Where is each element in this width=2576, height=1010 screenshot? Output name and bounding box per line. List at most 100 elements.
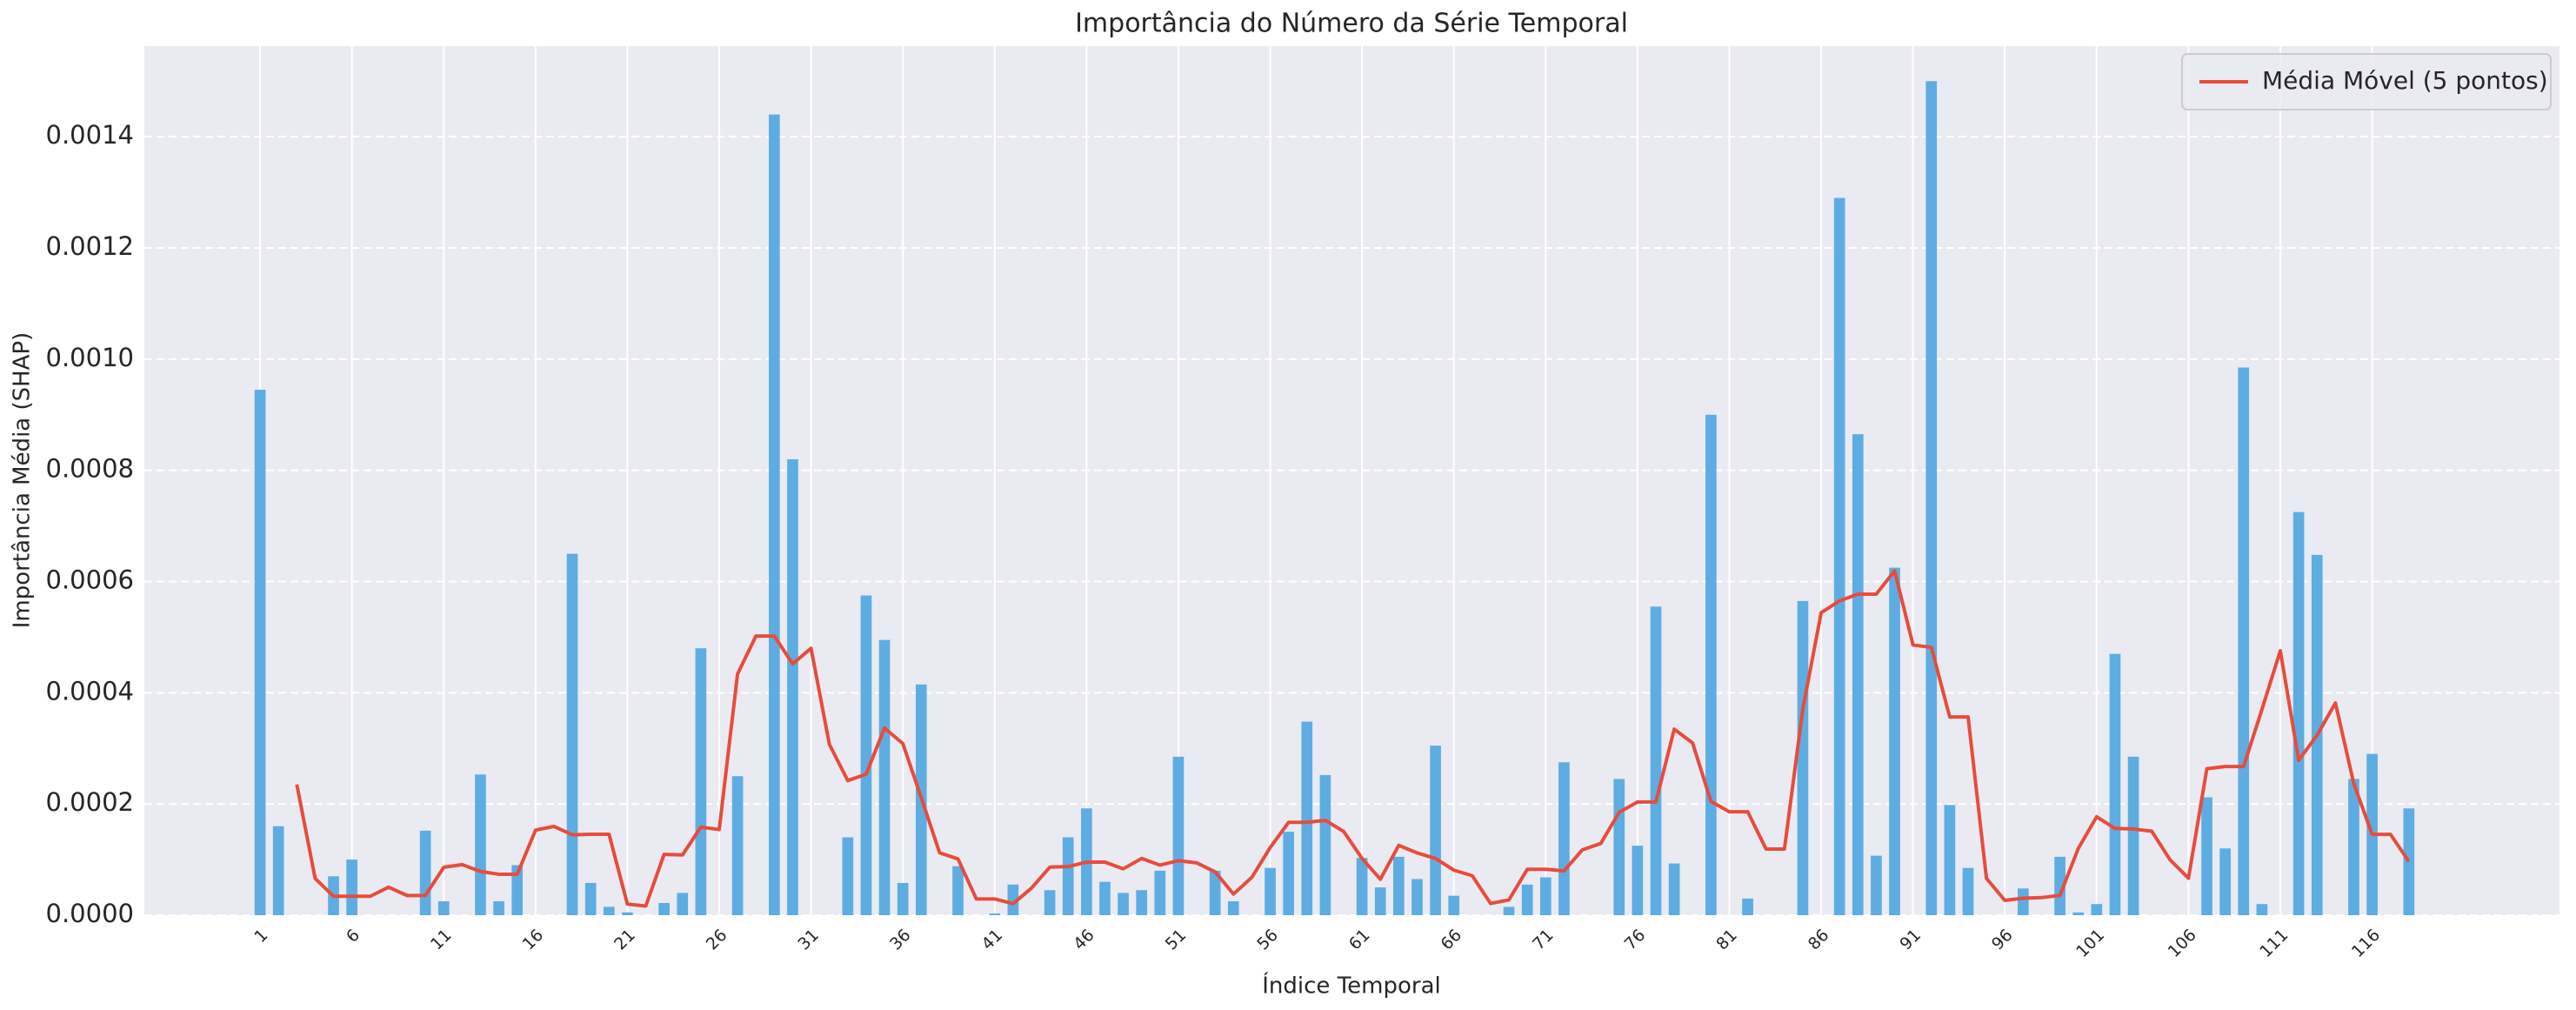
y-tick-label: 0.0006 (46, 565, 134, 595)
x-tick-label: 46 (1070, 926, 1098, 954)
bar (1852, 434, 1864, 916)
bar (1356, 858, 1368, 915)
bar (1209, 870, 1221, 915)
bar (1319, 774, 1331, 915)
y-tick-label: 0.0008 (46, 454, 134, 484)
bar (1925, 81, 1938, 916)
bar (1944, 805, 1956, 915)
bar (622, 912, 633, 915)
bar (878, 639, 891, 915)
bar (1539, 877, 1552, 915)
x-tick-label: 61 (1345, 926, 1374, 954)
bar (1650, 606, 1662, 915)
x-tick-label: 56 (1253, 926, 1282, 954)
bar (511, 865, 524, 915)
bar (2292, 512, 2305, 915)
bar (2256, 904, 2268, 915)
x-tick-label: 106 (2165, 926, 2200, 961)
bar (1705, 414, 1717, 915)
bar (1411, 879, 1423, 915)
chart-title: Importância do Número da Série Temporal (1075, 9, 1628, 39)
bar (1430, 746, 1441, 915)
bar (603, 906, 615, 915)
bar (2054, 856, 2065, 915)
x-tick-label: 116 (2348, 926, 2384, 961)
x-tick-label: 11 (427, 926, 456, 954)
bar (695, 648, 707, 915)
bar (2018, 888, 2029, 915)
bar (989, 913, 1001, 915)
y-tick-label: 0.0014 (46, 120, 134, 150)
bar (1099, 881, 1111, 915)
bar (1007, 884, 1019, 915)
x-tick-label: 41 (978, 926, 1007, 954)
bar (1833, 197, 1845, 915)
legend: Média Móvel (5 pontos) (2181, 53, 2552, 110)
bar (1172, 756, 1185, 915)
legend-box (2181, 53, 2552, 110)
bar (1521, 884, 1533, 915)
x-tick-label: 86 (1805, 926, 1833, 954)
x-tick-label: 36 (886, 926, 915, 954)
x-tick-label: 21 (611, 926, 639, 954)
bar (1503, 906, 1515, 915)
bar (1797, 600, 1809, 915)
bar (1062, 837, 1074, 915)
bar (677, 893, 689, 915)
x-tick-label: 71 (1529, 926, 1558, 954)
bar (842, 837, 854, 915)
bar (731, 776, 744, 915)
bar (1742, 898, 1753, 915)
bar (1393, 856, 1405, 915)
bar (493, 901, 504, 915)
bar (952, 866, 964, 915)
x-tick-label: 111 (2256, 926, 2292, 961)
bar (1154, 870, 1166, 915)
plot-background (144, 46, 2559, 915)
bar (1374, 887, 1386, 915)
moving-average-line (295, 569, 2411, 908)
bar (419, 830, 431, 915)
y-tick-label: 0.0002 (46, 787, 134, 817)
bar (2348, 779, 2359, 915)
bar (2219, 848, 2231, 915)
bar (1558, 762, 1570, 915)
bar (1227, 901, 1239, 915)
x-axis-label: Índice Temporal (1262, 972, 1440, 1000)
x-tick-label: 6 (343, 926, 364, 946)
bar (1668, 863, 1680, 915)
legend-label: Média Móvel (5 pontos) (2262, 66, 2548, 95)
x-tick-label: 66 (1437, 926, 1465, 954)
x-tick-label: 91 (1896, 926, 1925, 954)
bar (437, 901, 450, 915)
x-tick-label: 26 (703, 926, 731, 954)
bar (1871, 855, 1882, 915)
y-tick-label: 0.0012 (46, 231, 134, 261)
x-tick-label: 96 (1988, 926, 2017, 954)
bar (1613, 779, 1625, 915)
bar (2091, 904, 2103, 915)
bar (658, 902, 670, 915)
bar (1136, 890, 1148, 915)
x-tick-label: 101 (2072, 926, 2108, 961)
bar (584, 882, 597, 915)
x-tick-label: 51 (1162, 926, 1191, 954)
bar (346, 860, 357, 915)
bar (2072, 912, 2085, 915)
bar (2238, 367, 2250, 915)
bar (1265, 867, 1276, 915)
bar (1962, 867, 1974, 915)
bar (787, 458, 798, 915)
x-tick-label: 16 (519, 926, 548, 954)
bar (897, 882, 909, 915)
y-tick-label: 0.0010 (46, 343, 134, 372)
bar (272, 826, 284, 915)
bar (1283, 832, 1294, 915)
bar (860, 595, 872, 915)
bar (1044, 890, 1056, 915)
x-tick-label: 76 (1621, 926, 1650, 954)
bar (2127, 756, 2139, 915)
x-tick-label: 1 (250, 926, 271, 946)
x-tick-label: 31 (794, 926, 823, 954)
